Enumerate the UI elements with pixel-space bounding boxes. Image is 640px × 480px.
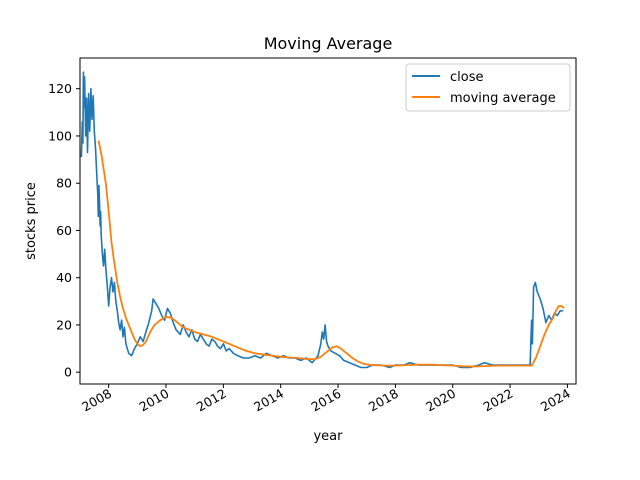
- x-tick-label: 2020: [423, 386, 458, 415]
- y-tick-label: 100: [48, 128, 72, 143]
- x-tick-label: 2018: [366, 386, 401, 415]
- x-axis: 2008 2010 2012 2014 2016 2018 2020 2022 2024: [79, 384, 573, 415]
- x-tick-label: 2024: [538, 386, 573, 415]
- x-tick-label: 2022: [481, 386, 516, 415]
- y-axis: 0 20 40 60 80 100 120: [48, 81, 80, 380]
- y-axis-label: stocks price: [24, 182, 39, 260]
- plot-area: [79, 57, 577, 385]
- legend-label-moving-average: moving average: [450, 91, 556, 106]
- y-tick-label: 80: [56, 176, 72, 191]
- y-tick-label: 60: [56, 223, 72, 238]
- x-tick-label: 2008: [79, 386, 114, 415]
- series-layer: [80, 71, 565, 369]
- chart-title: Moving Average: [264, 34, 393, 53]
- x-axis-label: year: [313, 429, 343, 444]
- x-tick-label: 2010: [136, 386, 171, 415]
- series-line-moving-average: [97, 140, 565, 368]
- y-tick-label: 20: [56, 317, 72, 332]
- series-line-close: [80, 71, 564, 369]
- y-tick-label: 0: [64, 365, 72, 380]
- x-tick-label: 2012: [194, 386, 229, 415]
- axes-frame: [79, 57, 577, 385]
- legend-label-close: close: [450, 70, 483, 85]
- y-tick-label: 120: [48, 81, 72, 96]
- legend-box: [405, 63, 571, 112]
- x-tick-label: 2014: [251, 386, 286, 415]
- x-tick-label: 2016: [308, 386, 343, 415]
- legend: close moving average: [405, 63, 571, 112]
- y-tick-label: 40: [56, 270, 72, 285]
